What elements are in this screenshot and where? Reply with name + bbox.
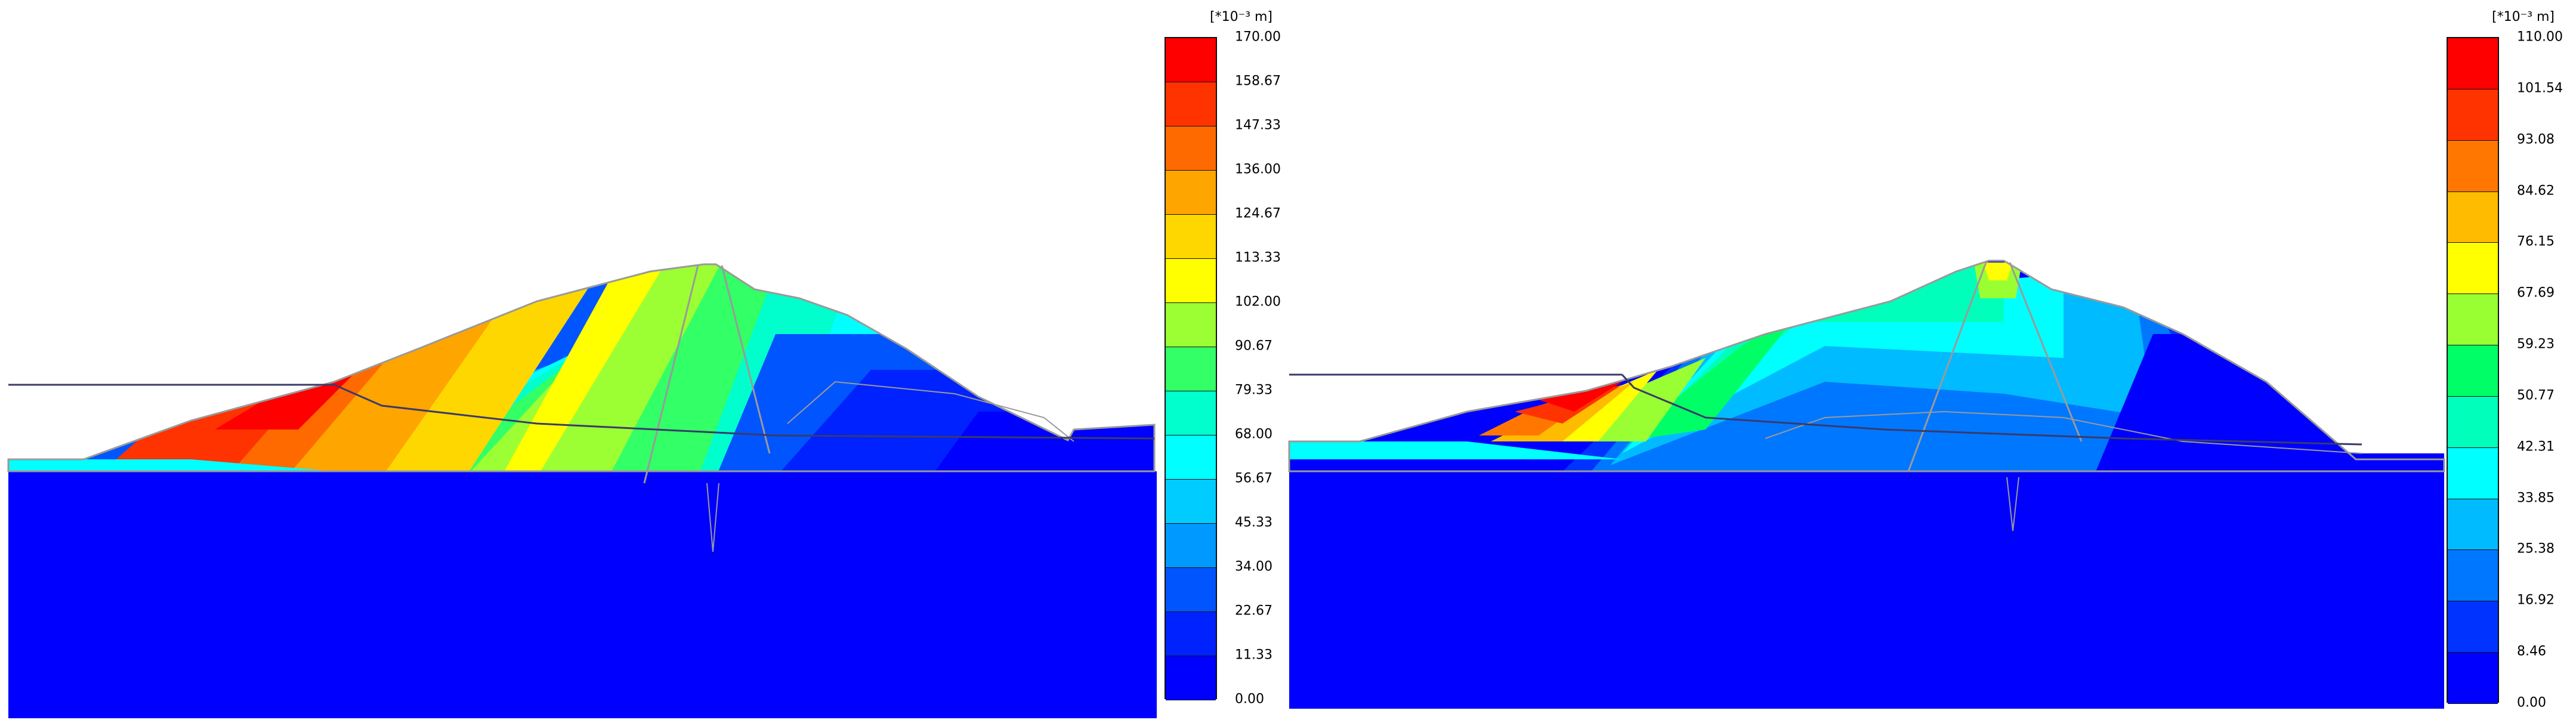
legend-tick-label: 90.67 xyxy=(1235,338,1272,354)
legend-tick-label: 16.92 xyxy=(2517,592,2555,608)
legend-tick-label: 56.67 xyxy=(1235,471,1272,486)
legend-tick-label: 33.85 xyxy=(2517,490,2555,506)
legend-tick-label: 67.69 xyxy=(2517,285,2555,301)
core-boundary-downstream xyxy=(2009,262,2083,442)
core-boundary-upstream xyxy=(1907,262,1987,472)
legend-tick-label: 11.33 xyxy=(1235,647,1272,663)
legend-color-band xyxy=(2448,38,2498,89)
right-dam-contour-plot xyxy=(1288,259,2445,709)
legend-color-band xyxy=(2448,140,2498,192)
foundation-zone-line xyxy=(1765,410,2362,454)
dam-body-contours xyxy=(1289,261,2444,471)
legend-color-band xyxy=(2448,243,2498,295)
legend-tick-label: 102.00 xyxy=(1235,294,1281,310)
left-legend: [*10⁻³ m] 170.00 158.67 147.33 136.00 124.67… xyxy=(1165,0,1320,726)
legend-tick-label: 93.08 xyxy=(2517,132,2555,147)
legend-color-band xyxy=(1166,215,1216,259)
legend-color-band xyxy=(1166,259,1216,303)
legend-color-band xyxy=(1166,568,1216,612)
phreatic-line xyxy=(1621,373,2362,446)
legend-tick-label: 158.67 xyxy=(1235,73,1281,89)
legend-color-band xyxy=(2448,396,2498,448)
dam-body-contours xyxy=(8,264,1154,471)
legend-color-band xyxy=(1166,171,1216,215)
right-color-scale-bar xyxy=(2447,37,2499,704)
legend-tick-label: 59.23 xyxy=(2517,336,2555,352)
legend-color-band xyxy=(2448,447,2498,499)
legend-tick-label: 113.33 xyxy=(1235,250,1281,265)
left-panel: [*10⁻³ m] 170.00 158.67 147.33 136.00 124.67… xyxy=(7,10,1281,718)
legend-color-band xyxy=(2448,601,2498,653)
legend-tick-label: 34.00 xyxy=(1235,559,1272,574)
cutoff-wall xyxy=(2006,477,2019,532)
legend-tick-label: 76.15 xyxy=(2517,234,2555,249)
left-color-scale-bar xyxy=(1165,37,1217,700)
downstream-zone-line xyxy=(787,381,1074,442)
legend-tick-label: 101.54 xyxy=(2517,81,2563,96)
core-boundary-upstream xyxy=(643,265,699,484)
legend-color-band xyxy=(2448,653,2498,704)
legend-color-band xyxy=(1166,303,1216,347)
legend-tick-label: 110.00 xyxy=(2517,29,2563,45)
cutoff-wall xyxy=(706,483,719,552)
legend-color-band xyxy=(2448,89,2498,141)
left-legend-unit: [*10⁻³ m] xyxy=(1210,10,1273,24)
dam-outline xyxy=(1288,259,2445,472)
legend-color-band xyxy=(1166,524,1216,568)
legend-tick-label: 124.67 xyxy=(1235,206,1281,221)
legend-color-band xyxy=(2448,550,2498,602)
legend-color-band xyxy=(1166,480,1216,524)
foundation-layer xyxy=(8,471,1157,718)
legend-tick-label: 147.33 xyxy=(1235,118,1281,133)
legend-tick-label: 45.33 xyxy=(1235,515,1272,530)
legend-color-band xyxy=(2448,345,2498,397)
legend-tick-label: 170.00 xyxy=(1235,29,1281,45)
right-legend: [*10⁻³ m] 110.00 101.54 93.08 84.62 76.15 67.… xyxy=(2447,0,2576,726)
legend-tick-label: 0.00 xyxy=(2517,695,2546,710)
legend-color-band xyxy=(1166,435,1216,480)
legend-color-band xyxy=(2448,191,2498,243)
dam-outline xyxy=(7,263,1156,472)
left-dam-contour-plot xyxy=(7,263,1157,718)
legend-color-band xyxy=(1166,38,1216,82)
legend-color-band xyxy=(1166,391,1216,435)
phreatic-line xyxy=(333,384,1155,440)
foundation-layer xyxy=(1289,453,2444,709)
legend-color-band xyxy=(2448,499,2498,551)
right-legend-unit: [*10⁻³ m] xyxy=(2492,10,2555,24)
legend-tick-label: 50.77 xyxy=(2517,388,2555,403)
legend-color-band xyxy=(1166,126,1216,171)
legend-color-band xyxy=(1166,656,1216,700)
legend-tick-label: 42.31 xyxy=(2517,439,2555,455)
legend-tick-label: 22.67 xyxy=(1235,603,1272,619)
legend-color-band xyxy=(2448,294,2498,346)
legend-color-band xyxy=(1166,612,1216,656)
legend-tick-label: 79.33 xyxy=(1235,382,1272,398)
core-boundary-downstream xyxy=(721,265,771,454)
legend-color-band xyxy=(1166,82,1216,126)
legend-tick-label: 136.00 xyxy=(1235,162,1281,177)
legend-tick-label: 68.00 xyxy=(1235,427,1272,442)
right-panel: [*10⁻³ m] 110.00 101.54 93.08 84.62 76.15 67.… xyxy=(1288,0,2576,726)
legend-tick-label: 25.38 xyxy=(2517,541,2555,557)
legend-color-band xyxy=(1166,347,1216,391)
legend-tick-label: 84.62 xyxy=(2517,183,2555,199)
legend-tick-label: 0.00 xyxy=(1235,691,1264,707)
legend-tick-label: 8.46 xyxy=(2517,644,2546,659)
